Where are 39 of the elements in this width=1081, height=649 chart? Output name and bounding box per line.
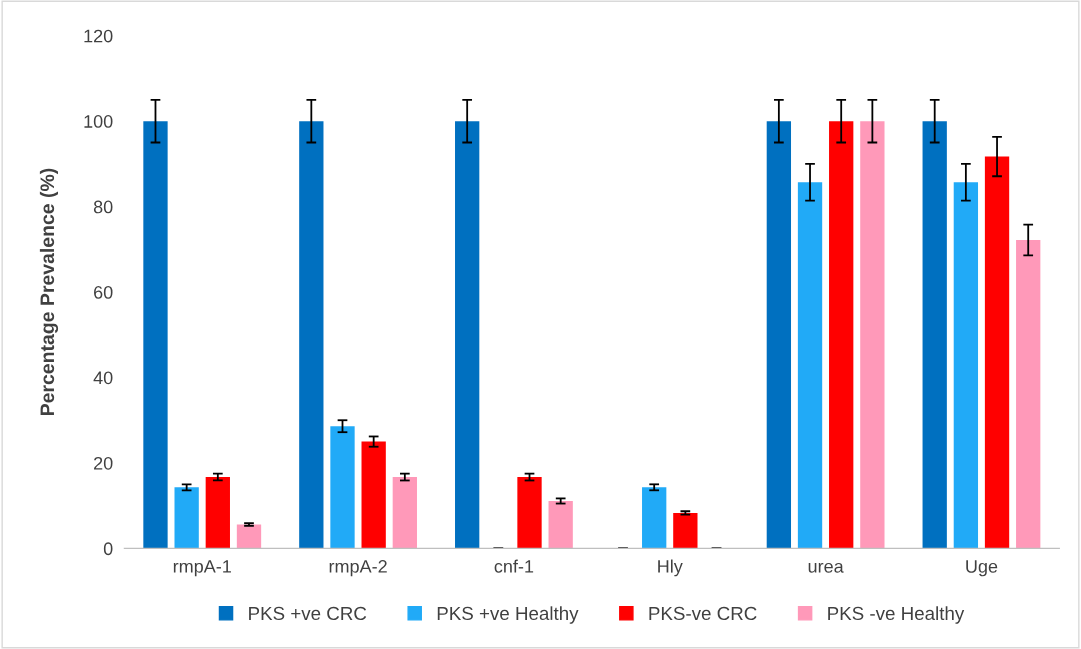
y-tick-label: 80 [93, 200, 113, 214]
bar [205, 477, 230, 549]
y-axis-title: Percentage Prevalence (%) [39, 168, 59, 416]
x-tick-label: Uge [966, 560, 998, 577]
bar [236, 524, 262, 549]
legend-label: PKS +ve Healthy [437, 606, 579, 624]
bar [829, 121, 854, 549]
bar [361, 441, 386, 549]
bar [174, 487, 199, 549]
bar [953, 182, 979, 549]
x-tick-label: rmpA-2 [329, 559, 387, 577]
legend-label: PKS-ve CRC [649, 606, 757, 621]
bar [860, 121, 885, 549]
x-tick-label: Hly [658, 559, 683, 577]
y-tick-label: 20 [94, 456, 113, 470]
x-tick-label: rmpA-1 [173, 560, 231, 577]
x-tick-label: cnf-1 [494, 559, 534, 573]
bar [392, 477, 417, 549]
bar [797, 182, 823, 549]
bar [766, 121, 792, 549]
bar [1016, 239, 1041, 549]
y-tick-label: 0 [103, 542, 113, 556]
bar [922, 121, 947, 549]
bar [330, 426, 355, 549]
y-tick-label: 40 [93, 371, 113, 385]
y-tick-label: 100 [84, 115, 113, 128]
legend-label: PKS +ve CRC [249, 606, 367, 621]
bar [673, 512, 698, 549]
bar [548, 500, 573, 549]
bar [299, 121, 324, 549]
x-tick-label: urea [808, 562, 844, 573]
bar [455, 121, 480, 549]
y-tick-label: 60 [94, 285, 113, 299]
bar [517, 477, 542, 549]
bar [984, 156, 1010, 549]
bar [143, 121, 168, 549]
y-tick-label: 120 [84, 29, 113, 43]
bar [642, 487, 667, 549]
legend-label: PKS -ve Healthy [828, 606, 965, 624]
